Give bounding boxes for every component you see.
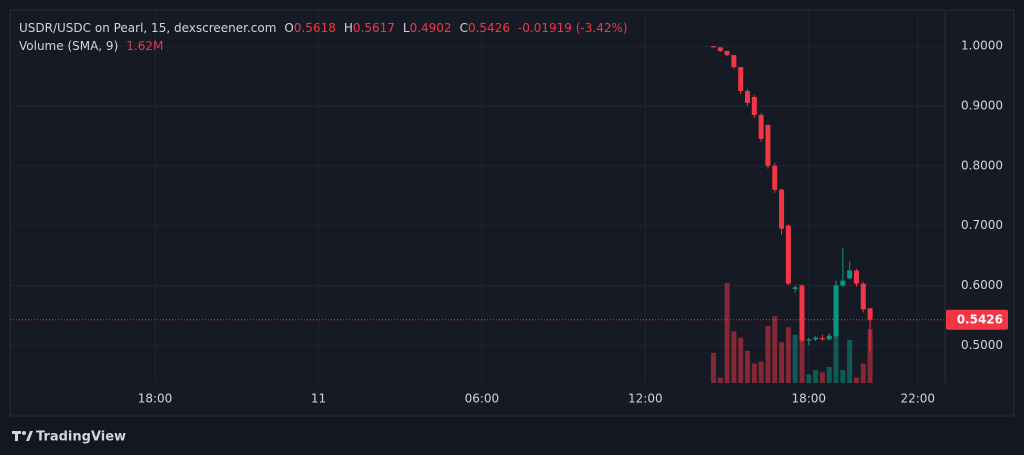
x-tick-label: 11 <box>311 392 326 406</box>
volume-bar <box>717 377 723 383</box>
last-price-label: 0.5426 <box>957 312 1003 326</box>
volume-bar <box>833 331 839 383</box>
volume-bar <box>819 372 825 383</box>
y-tick-label: 0.5000 <box>961 338 1003 352</box>
volume-bar <box>731 331 737 383</box>
candle-body <box>867 308 873 320</box>
candle-body <box>840 280 846 286</box>
candle-body <box>813 337 819 340</box>
volume-bar <box>792 334 798 383</box>
candle-body <box>806 339 812 341</box>
candle-body <box>724 50 730 56</box>
volume-bar <box>847 339 853 383</box>
ohlc-label: L <box>403 21 410 35</box>
candle-body <box>745 90 751 103</box>
candle-body <box>779 189 785 229</box>
change: -0.01919 (-3.42%) <box>518 21 628 35</box>
x-tick-label: 22:00 <box>900 392 935 406</box>
brand: TradingView <box>36 430 126 445</box>
volume-bar <box>772 316 778 383</box>
x-tick-label: 06:00 <box>465 392 500 406</box>
volume-bar <box>710 352 716 383</box>
marks <box>10 46 945 383</box>
x-tick-label: 18:00 <box>138 392 173 406</box>
y-tick-label: 0.6000 <box>961 278 1003 292</box>
volume-bar <box>860 363 866 383</box>
candle-body <box>785 225 791 284</box>
legend-header: USDR/USDC on Pearl, 15, dexscreener.com O… <box>19 21 628 35</box>
y-tick-label: 0.7000 <box>961 218 1003 232</box>
volume-bar <box>779 342 785 383</box>
ohlc-label: O <box>284 21 293 35</box>
candle-body <box>751 96 757 115</box>
volume-bar <box>751 363 757 383</box>
candle-body <box>792 287 798 290</box>
symbol: USDR/USDC on Pearl, 15, dexscreener.com <box>19 21 276 35</box>
volume-bar <box>840 370 846 383</box>
ohlc-label: C <box>460 21 468 35</box>
ohlc-value: 0.4902 <box>410 21 452 35</box>
last-price-tag <box>946 309 1008 330</box>
volume-bar <box>806 374 812 383</box>
y-tick-label: 0.9000 <box>961 98 1003 112</box>
y-tick-label: 0.8000 <box>961 158 1003 172</box>
chart-frame <box>9 9 1015 417</box>
candle-body <box>853 270 859 284</box>
volume-bar <box>758 361 764 383</box>
volume-bar <box>738 337 744 383</box>
ohlc-value: 0.5618 <box>294 21 336 35</box>
candle-body <box>765 125 771 166</box>
volume-bar <box>745 350 751 383</box>
volume-bar <box>724 283 730 383</box>
volume-bar <box>867 329 873 383</box>
volume-sma: 1.62M <box>126 39 163 53</box>
candle-body <box>717 47 723 51</box>
candle-body <box>833 285 839 336</box>
x-tick-label: 18:00 <box>791 392 826 406</box>
volume-header: Volume (SMA, 9) 1.62M <box>19 39 163 53</box>
ohlc-label: H <box>344 21 353 35</box>
volume-bar <box>813 370 819 383</box>
volume-bar <box>785 327 791 383</box>
candle-body <box>826 335 832 340</box>
candle-body <box>860 283 866 310</box>
volume-bar <box>853 377 859 383</box>
x-tick-label: 12:00 <box>628 392 663 406</box>
candle-body <box>819 338 825 340</box>
volume-label: Volume (SMA, 9) <box>19 39 118 53</box>
candle-body <box>710 46 716 48</box>
volume-bar <box>799 339 805 383</box>
candle-body <box>738 67 744 91</box>
volume-bar <box>765 325 771 383</box>
volume-bar <box>826 366 832 383</box>
ohlc-value: 0.5617 <box>353 21 395 35</box>
candle-body <box>799 285 805 341</box>
candle-body <box>847 270 853 279</box>
candle-body <box>772 165 778 190</box>
candle-body <box>758 114 764 139</box>
brand-logo <box>12 431 33 441</box>
y-tick-label: 1.0000 <box>961 39 1003 53</box>
ohlc-value: 0.5426 <box>468 21 510 35</box>
candle-body <box>731 55 737 68</box>
